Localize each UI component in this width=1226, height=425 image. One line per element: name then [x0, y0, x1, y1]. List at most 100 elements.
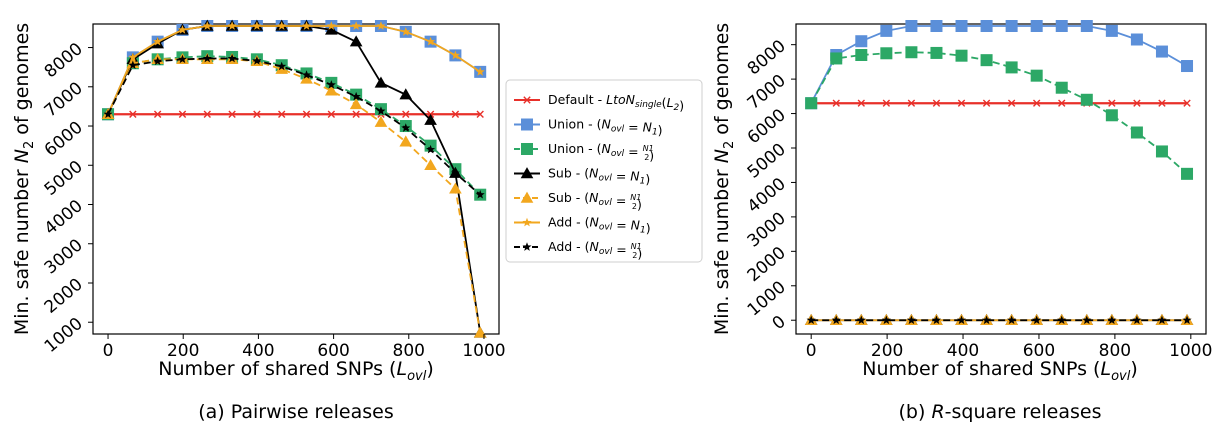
- series-line: [810, 25, 1188, 104]
- series-6: [806, 315, 1192, 325]
- series-4: [101, 52, 487, 338]
- legend-label: Add - (Novl = N1): [548, 215, 651, 236]
- legend-entry: Union - (Novl = N1): [514, 117, 663, 138]
- data-point: [253, 110, 261, 118]
- panel-a-y-axis-label: Min. safe number N2 of genomes: [11, 23, 37, 335]
- legend-entry: Union - (Novl = N1 2): [514, 141, 654, 163]
- data-point: [1130, 33, 1143, 46]
- legend-frame: [505, 79, 703, 263]
- data-point: [907, 99, 916, 107]
- panel-a-x-ticks: 0 200 400 600 800 1000: [103, 334, 506, 361]
- data-point: [1133, 99, 1141, 107]
- data-point: [1183, 99, 1191, 107]
- data-point: [1130, 126, 1143, 139]
- y-tick-label: 4000: [41, 196, 87, 239]
- series-1: [805, 20, 1194, 110]
- data-point: [1030, 69, 1043, 82]
- data-point: [178, 110, 187, 118]
- data-point: [277, 61, 287, 71]
- panel-b-plot-frame: [795, 23, 1207, 335]
- data-point: [880, 24, 893, 37]
- legend-label: Default - LtoNsingle(L2): [548, 92, 684, 113]
- data-point: [856, 315, 866, 325]
- data-point: [906, 315, 916, 325]
- data-point: [475, 67, 485, 76]
- data-point: [957, 315, 967, 325]
- data-point: [982, 315, 992, 325]
- y-tick-label: 8000: [744, 36, 790, 79]
- data-point: [349, 35, 363, 47]
- data-point: [1155, 45, 1168, 58]
- x-tick-label: 600: [317, 341, 349, 361]
- panel-b-caption: (b) R-square releases: [899, 401, 1102, 423]
- legend-entry: Sub - (Novl = N1): [514, 166, 650, 187]
- data-point: [202, 21, 212, 30]
- panel-b-x-axis-label: Number of shared SNPs (Lovl): [862, 358, 1138, 384]
- data-point: [955, 20, 968, 32]
- panel-a-x-axis-label: Number of shared SNPs (Lovl): [158, 358, 434, 384]
- data-point: [1157, 315, 1167, 325]
- series-2: [102, 50, 487, 201]
- series-5: [103, 21, 485, 119]
- data-point: [1080, 93, 1093, 106]
- x-tick-label: 0: [103, 341, 114, 361]
- legend-items: Default - LtoNsingle(L2) Union - (Novl = …: [514, 92, 684, 261]
- data-point: [424, 113, 437, 125]
- data-point: [351, 91, 361, 101]
- data-point: [932, 99, 941, 107]
- data-point: [450, 168, 460, 177]
- data-point: [1105, 24, 1118, 37]
- series-0: [807, 99, 1191, 107]
- series-line: [107, 55, 481, 196]
- data-point: [351, 21, 361, 30]
- series-line: [107, 25, 482, 333]
- data-point: [426, 144, 436, 154]
- data-point: [930, 20, 943, 32]
- data-point: [857, 99, 865, 107]
- y-tick-label: 3000: [744, 208, 790, 251]
- data-point: [1005, 61, 1018, 74]
- y-tick-label: 8000: [41, 39, 87, 82]
- data-point: [1055, 81, 1068, 94]
- legend-entry: Add - (Novl = N1 2): [514, 239, 642, 261]
- series-line: [107, 25, 481, 115]
- legend-marker: [522, 217, 532, 227]
- data-point: [831, 315, 841, 325]
- data-point: [1080, 20, 1093, 32]
- data-point: [806, 315, 816, 325]
- data-point: [1082, 315, 1092, 325]
- legend-entry: Sub - (Novl = N1 2): [514, 190, 642, 212]
- data-point: [905, 46, 918, 59]
- series-2: [805, 46, 1194, 180]
- data-point: [177, 25, 187, 34]
- data-point: [252, 56, 262, 65]
- y-tick-label: 1000: [744, 277, 790, 320]
- y-tick-label: 5000: [41, 157, 87, 200]
- data-point: [374, 76, 388, 88]
- data-point: [1005, 20, 1018, 32]
- data-point: [855, 49, 868, 61]
- panel-a-caption: (a) Pairwise releases: [198, 401, 393, 423]
- data-point: [302, 70, 312, 79]
- data-point: [401, 27, 411, 36]
- x-tick-label: 800: [393, 341, 425, 361]
- x-tick-label: 1000: [1169, 341, 1212, 361]
- data-point: [1032, 315, 1042, 325]
- data-point: [475, 189, 485, 199]
- x-tick-label: 200: [167, 341, 199, 361]
- data-point: [302, 110, 311, 118]
- data-point: [1055, 20, 1068, 32]
- panel-b: 0 200 400 600 800 1000 0100020003000400050006…: [711, 20, 1212, 423]
- legend-marker: [521, 143, 533, 155]
- panel-a-plot-frame: [92, 23, 500, 335]
- data-point: [424, 158, 437, 171]
- data-point: [1181, 167, 1194, 180]
- x-tick-label: 600: [1023, 341, 1055, 361]
- legend-marker: [520, 167, 534, 179]
- data-point: [1158, 99, 1166, 107]
- y-tick-label: 2000: [744, 243, 790, 286]
- data-point: [327, 110, 336, 118]
- data-point: [1107, 315, 1117, 325]
- data-point: [128, 60, 138, 70]
- data-point: [1181, 60, 1194, 73]
